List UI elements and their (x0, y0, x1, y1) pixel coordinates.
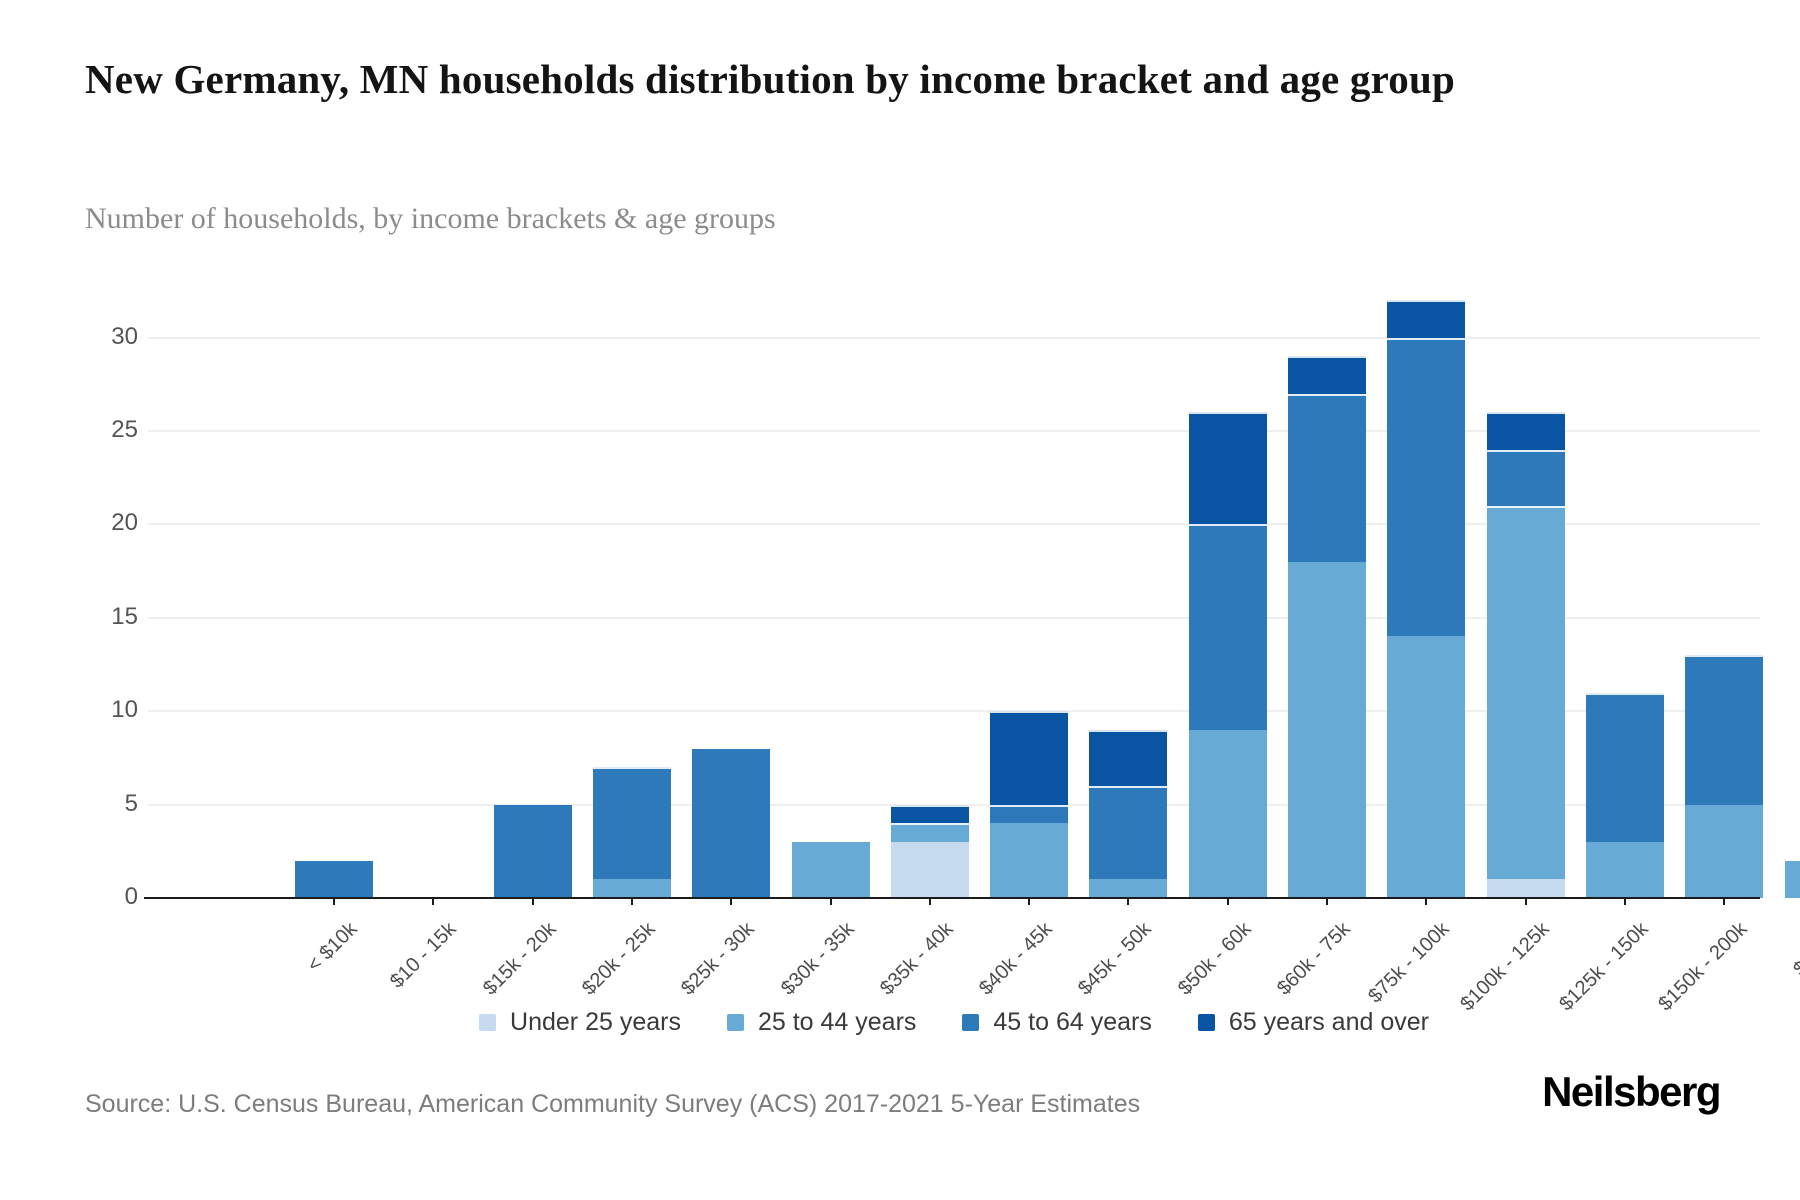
gridline-y-20 (148, 523, 1760, 526)
legend-item: 45 to 64 years (962, 1008, 1152, 1037)
bar-segment-6-series-2[interactable] (791, 841, 870, 898)
bar-segment-3-series-3[interactable] (493, 804, 572, 898)
bar-segment-13-series-1[interactable] (1486, 879, 1565, 898)
bar-segment-11-series-4[interactable] (1288, 356, 1366, 394)
plot-area: 0 5 10 15 20 25 30 < $10k $10 - 15k $15k - 20k $20… (111, 270, 1800, 1015)
y-axis-tick-label: 15 (111, 602, 138, 630)
x-axis-tick (928, 898, 931, 905)
legend-item: Under 25 years (479, 1008, 681, 1037)
bar-segment-7-series-2[interactable] (890, 823, 969, 842)
x-axis-tick (1226, 898, 1229, 905)
bar-segment-12-series-3[interactable] (1387, 337, 1466, 637)
x-axis-tick (1326, 898, 1328, 905)
bar-segment-12-series-2[interactable] (1387, 636, 1466, 898)
legend-swatch-icon (962, 1014, 980, 1031)
bar-segment-9-series-3[interactable] (1089, 785, 1168, 880)
bar-segment-7-series-1[interactable] (890, 841, 969, 898)
bar-segment-8-series-3[interactable] (990, 804, 1069, 824)
chart-subtitle: Number of households, by income brackets… (85, 202, 776, 235)
chart-legend: Under 25 years 25 to 44 years 45 to 64 yea… (148, 1008, 1760, 1037)
gridline-y-30 (148, 336, 1760, 339)
bar-segment-5-series-3[interactable] (692, 748, 771, 898)
x-axis-tick (730, 898, 733, 905)
x-axis-tick (531, 898, 534, 905)
x-axis-category-label: $200k+ (1788, 918, 1800, 981)
x-axis-tick (1524, 898, 1527, 905)
bar-segment-8-series-2[interactable] (990, 823, 1069, 898)
bar-segment-15-series-3[interactable] (1685, 655, 1764, 805)
y-axis-tick-label: 5 (124, 789, 138, 817)
bar-segment-13-series-3[interactable] (1486, 449, 1565, 506)
bar-segment-14-series-3[interactable] (1585, 692, 1664, 842)
bar-segment-4-series-2[interactable] (592, 879, 671, 898)
legend-label: 25 to 44 years (757, 1008, 917, 1036)
legend-swatch-icon (726, 1014, 744, 1031)
bar-segment-13-series-4[interactable] (1486, 412, 1565, 450)
x-axis-tick (1425, 898, 1428, 905)
bar-segment-14-series-2[interactable] (1585, 841, 1664, 898)
x-axis-tick (1127, 898, 1130, 905)
bar-segment-16-series-2[interactable] (1784, 860, 1800, 898)
gridline-y-15 (148, 616, 1760, 619)
x-axis-tick (1623, 898, 1626, 905)
legend-label: Under 25 years (510, 1008, 681, 1036)
bar-segment-1-series-3[interactable] (295, 860, 373, 898)
bar-segment-12-series-4[interactable] (1387, 300, 1466, 338)
chart-title: New Germany, MN households distribution … (85, 56, 1455, 102)
y-axis-tick-label: 30 (111, 322, 138, 350)
y-axis-tick-label: 20 (111, 509, 138, 537)
bar-segment-9-series-4[interactable] (1089, 729, 1168, 786)
legend-swatch-icon (1197, 1014, 1215, 1031)
bar-segment-13-series-2[interactable] (1486, 505, 1565, 880)
bar-segment-4-series-3[interactable] (592, 767, 671, 880)
bar-segment-15-series-2[interactable] (1685, 804, 1764, 898)
bar-segment-11-series-2[interactable] (1288, 561, 1366, 898)
legend-label: 45 to 64 years (993, 1008, 1152, 1036)
legend-swatch-icon (479, 1014, 497, 1031)
x-axis-tick (333, 898, 335, 905)
y-axis-tick-label: 10 (111, 696, 138, 724)
bar-segment-11-series-3[interactable] (1288, 393, 1366, 562)
bar-segment-9-series-2[interactable] (1089, 879, 1168, 898)
x-axis-tick (1723, 898, 1726, 905)
gridline-y-25 (148, 430, 1760, 432)
x-axis-tick (1028, 898, 1031, 905)
bar-segment-10-series-4[interactable] (1188, 412, 1267, 525)
bar-segment-10-series-2[interactable] (1188, 729, 1267, 898)
legend-label: 65 years and over (1228, 1008, 1429, 1036)
y-axis-tick-label: 0 (124, 883, 138, 910)
gridline-y-10 (148, 710, 1760, 713)
bar-segment-10-series-3[interactable] (1188, 524, 1267, 730)
y-axis-tick-label: 25 (111, 416, 138, 443)
source-note: Source: U.S. Census Bureau, American Com… (85, 1090, 1141, 1118)
x-axis-tick (630, 898, 633, 905)
x-axis-line (144, 897, 1760, 899)
neilsberg-logo: Neilsberg (1542, 1068, 1721, 1115)
legend-item: 65 years and over (1197, 1008, 1429, 1037)
legend-item: 25 to 44 years (726, 1008, 917, 1037)
bar-segment-7-series-4[interactable] (890, 804, 969, 824)
x-axis-tick (829, 898, 832, 905)
bar-segment-8-series-4[interactable] (990, 711, 1069, 805)
x-axis-tick (432, 898, 435, 905)
